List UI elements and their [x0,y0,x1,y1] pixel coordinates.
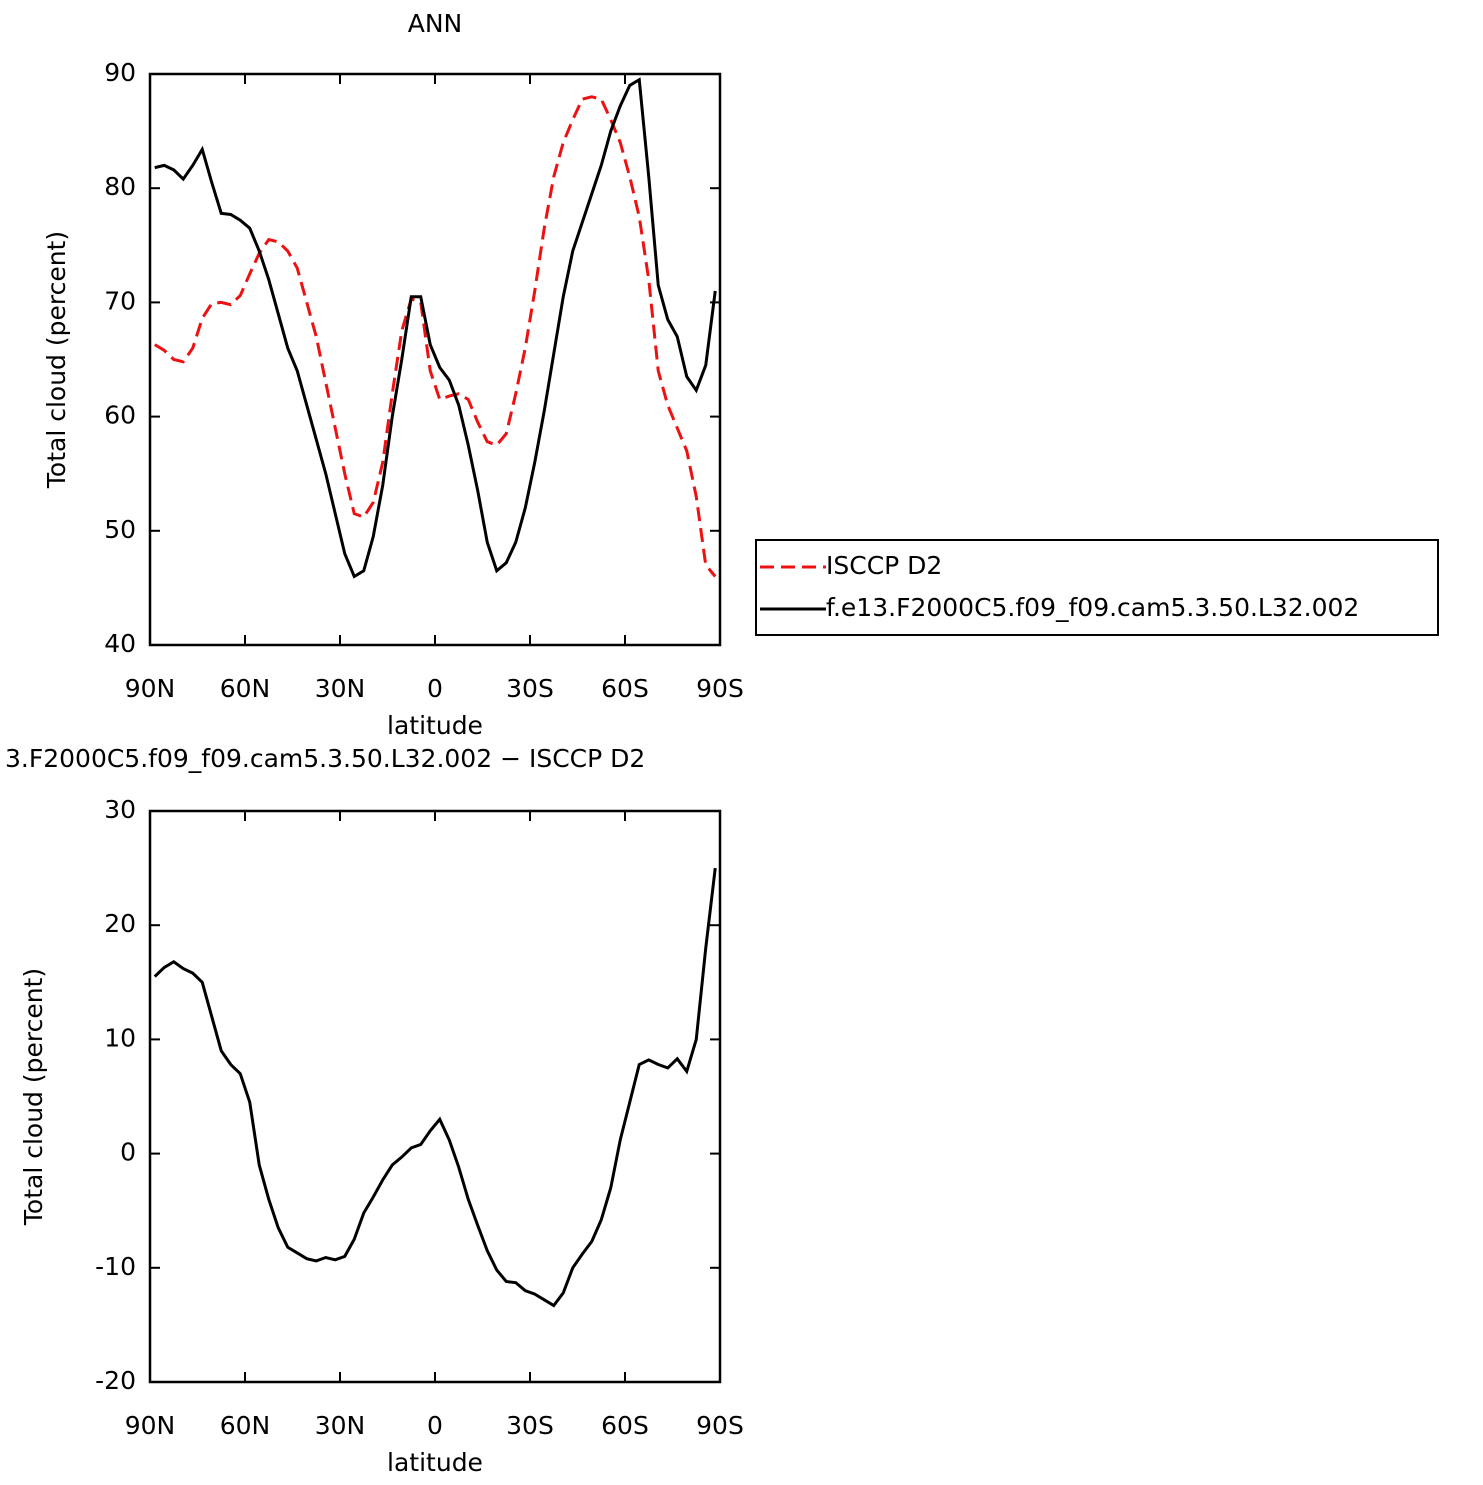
plot-frame [148,809,722,1384]
x-tick-label: 30S [506,1411,554,1440]
x-axis-label: latitude [387,711,483,740]
y-tick-label: 30 [104,795,136,824]
data-line [153,95,717,578]
y-tick-label: 20 [104,909,136,938]
y-tick-label: 80 [104,172,136,201]
legend-label: ISCCP D2 [826,551,942,580]
legend-box [755,539,1439,636]
x-tick-label: 90N [125,1411,176,1440]
x-tick-label: 30N [315,1411,366,1440]
chart-title: ANN [408,9,463,38]
x-tick-label: 60N [220,674,271,703]
x-tick-label: 90N [125,674,176,703]
y-tick-label: -10 [95,1252,136,1281]
x-axis-label: latitude [387,1448,483,1477]
x-tick-label: 0 [427,674,443,703]
x-tick-label: 90S [696,1411,744,1440]
x-tick-label: 30S [506,674,554,703]
legend-label: f.e13.F2000C5.f09_f09.cam5.3.50.L32.002 [826,593,1359,622]
plot-frame [148,72,722,647]
y-axis-label: Total cloud (percent) [42,231,71,489]
y-axis-label: Total cloud (percent) [19,968,48,1226]
x-tick-label: 90S [696,674,744,703]
data-line [153,867,717,1308]
x-tick-label: 60S [601,674,649,703]
y-tick-label: 0 [120,1138,136,1167]
y-tick-label: 40 [104,629,136,658]
x-tick-label: 60N [220,1411,271,1440]
x-tick-label: 30N [315,674,366,703]
x-tick-label: 60S [601,1411,649,1440]
x-tick-label: 0 [427,1411,443,1440]
y-tick-label: 60 [104,401,136,430]
chart-title: 3.F2000C5.f09_f09.cam5.3.50.L32.002 − IS… [5,744,645,773]
y-tick-label: 10 [104,1023,136,1052]
y-tick-label: 70 [104,286,136,315]
y-tick-label: 90 [104,58,136,87]
y-tick-label: 50 [104,515,136,544]
y-tick-label: -20 [95,1366,136,1395]
data-line [154,77,717,579]
